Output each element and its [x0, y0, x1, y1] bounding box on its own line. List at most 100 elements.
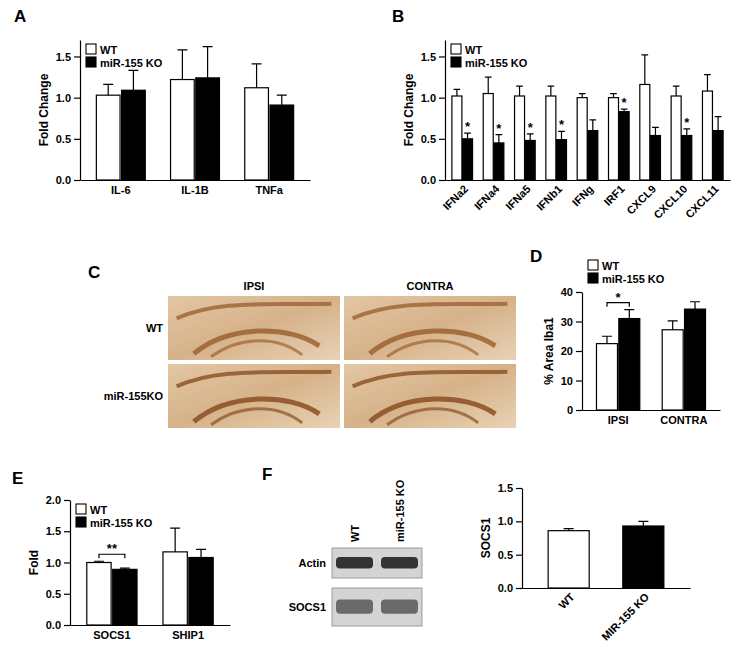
plot-area: [548, 521, 664, 588]
legend-swatch: [451, 44, 461, 54]
tick-label: 1.0: [46, 557, 61, 569]
error-bar: [170, 528, 180, 552]
tick-label: 0.5: [498, 549, 513, 561]
tick-label: CXCL11: [683, 183, 721, 221]
tick-mark: [74, 98, 80, 99]
bar: [163, 552, 187, 625]
tick-label: 0.0: [56, 174, 71, 186]
x-tick: IFNa2: [441, 180, 471, 212]
x-axis: IPSI CONTRA: [583, 410, 721, 426]
legend: WTmiR-155 KO: [76, 504, 153, 529]
panel-letter: E: [12, 469, 23, 488]
error-bar: [624, 310, 634, 319]
figure: 0.00.51.01.5IL-6IL-1BTNFaFold ChangeWTmi…: [0, 0, 744, 667]
legend: WTmiR-155 KO: [86, 44, 163, 69]
micrograph: [168, 296, 340, 360]
bar: [671, 96, 681, 180]
micrograph: [344, 296, 516, 360]
tick-label: 0.5: [421, 133, 436, 145]
bar: [619, 319, 640, 410]
micrograph: [344, 364, 516, 428]
axis-title: Fold Change: [37, 73, 51, 146]
bar: [596, 344, 617, 410]
error-bar: [558, 131, 565, 139]
y-tick: 2.0: [46, 494, 70, 506]
bar: [619, 112, 629, 180]
row-label: miR-155KO: [104, 390, 164, 402]
tick-mark: [576, 380, 582, 381]
legend-label: miR-155 KO: [602, 273, 665, 285]
cell-layer: [387, 341, 478, 357]
error-bar: [579, 94, 586, 98]
bar: [608, 98, 618, 180]
legend-label: miR-155 KO: [100, 57, 163, 69]
tick-mark: [576, 351, 582, 352]
tick-label: 1.5: [421, 50, 436, 62]
tick-label: 0.5: [46, 588, 61, 600]
panel-letter: B: [392, 7, 404, 26]
y-tick: 1.5: [498, 482, 522, 494]
column-label: CONTRA: [406, 280, 453, 292]
axis-title: % Area Iba1: [542, 317, 556, 385]
x-tick: IFNa5: [503, 180, 533, 212]
bar: [685, 309, 706, 410]
y-tick: 1.0: [46, 557, 70, 569]
x-tick: CXCL10: [651, 180, 689, 221]
blot-panel: WTmiR-155 KOActinSOCS1: [289, 479, 422, 626]
bar: [713, 131, 723, 180]
tissue: [344, 296, 516, 360]
error-bar: [496, 135, 503, 143]
tick-mark: [576, 292, 582, 293]
axis-line: [70, 501, 71, 626]
figure-svg: 0.00.51.01.5IL-6IL-1BTNFaFold ChangeWTmi…: [0, 0, 744, 667]
bar: [122, 90, 146, 180]
significance-label: *: [559, 117, 565, 132]
error-bar: [602, 336, 612, 343]
y-tick: 1.0: [421, 92, 445, 104]
tick-label: 0.0: [46, 619, 61, 631]
panel-letter: F: [262, 465, 272, 484]
bar: [96, 95, 120, 180]
tick-mark: [439, 98, 445, 99]
tick-mark: [576, 321, 582, 322]
x-tick: SHIP1: [172, 625, 204, 641]
tick-mark: [64, 594, 70, 595]
tick-label: 1.5: [498, 482, 513, 494]
blot-band: [336, 557, 373, 568]
error-bar: [120, 568, 130, 569]
significance-label: *: [684, 115, 690, 130]
tick-label: 30: [561, 316, 573, 328]
significance-label: **: [107, 541, 118, 556]
y-tick: 0.5: [56, 133, 80, 145]
x-tick: CONTRA: [660, 410, 707, 426]
axis-title: Fold: [27, 550, 41, 575]
legend-swatch: [76, 517, 86, 527]
bar-panel: 0.00.51.01.5WTMIR-155 KOSOCS1: [479, 482, 690, 643]
tick-label: 1.5: [56, 50, 71, 62]
bar: [245, 88, 269, 180]
axis-line: [80, 41, 81, 181]
legend-swatch: [451, 57, 461, 67]
row-label: SOCS1: [289, 601, 326, 613]
bar: [452, 96, 462, 180]
axis-line: [583, 410, 721, 411]
lane-label: WT: [349, 525, 361, 542]
plot-area: [452, 55, 723, 180]
legend: WTmiR-155 KO: [451, 44, 528, 69]
y-tick: 0.5: [498, 549, 522, 561]
tick-label: IPSI: [608, 414, 629, 426]
axis-line: [71, 625, 231, 626]
bar: [87, 563, 111, 626]
tick-label: 20: [561, 345, 573, 357]
panel-letter: C: [88, 263, 100, 282]
cell-layer: [387, 409, 478, 425]
panel-letter: D: [530, 247, 542, 266]
tick-label: 1.5: [46, 525, 61, 537]
error-bar: [589, 120, 596, 131]
blot-band: [381, 557, 418, 568]
y-tick: 0.5: [421, 133, 445, 145]
axis-line: [445, 41, 446, 181]
x-tick: IFNa4: [472, 180, 502, 212]
tick-label: 0.0: [498, 582, 513, 594]
tick-label: IL-6: [111, 184, 131, 196]
